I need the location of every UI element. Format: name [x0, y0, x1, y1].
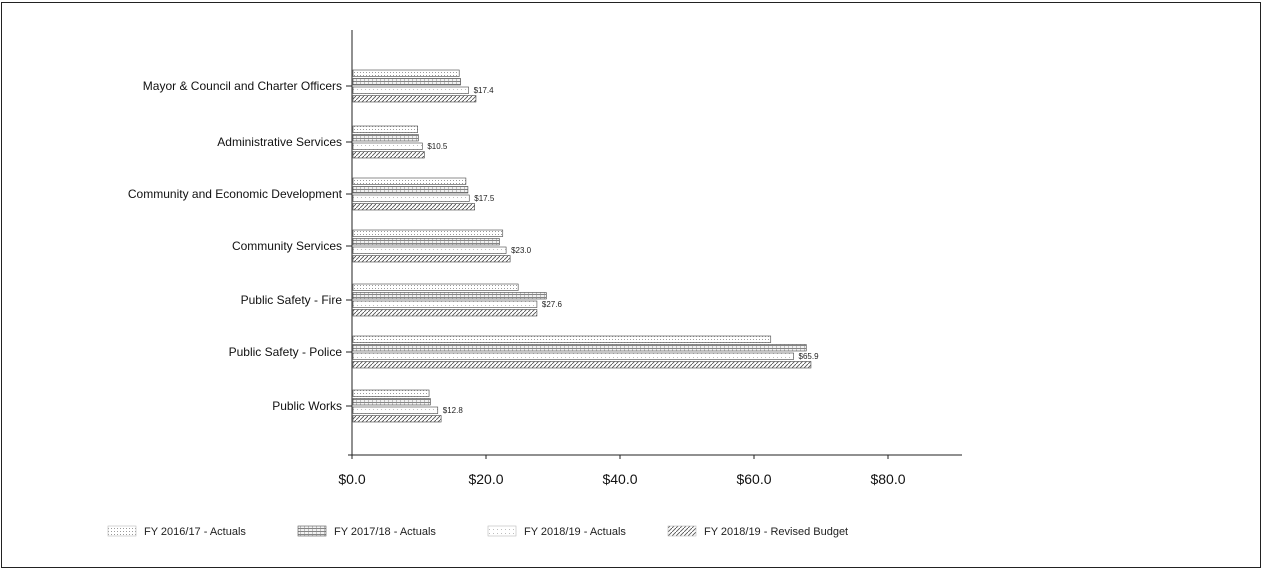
bar — [352, 406, 439, 414]
bar — [352, 292, 547, 300]
bar — [352, 151, 425, 159]
data-label: $17.5 — [474, 194, 495, 203]
bar — [352, 86, 469, 94]
bar — [352, 309, 538, 317]
legend-label: FY 2016/17 - Actuals — [144, 526, 246, 538]
bar — [352, 177, 467, 185]
category-label: Public Works — [272, 399, 342, 413]
category-label: Public Safety - Police — [229, 345, 343, 359]
category-label: Administrative Services — [217, 135, 342, 149]
legend: FY 2016/17 - Actuals FY 2017/18 - Actuals… — [107, 525, 848, 538]
x-tick-label: $80.0 — [870, 471, 905, 487]
category-label: Public Safety - Fire — [241, 293, 343, 307]
x-tick-label: $0.0 — [338, 471, 365, 487]
bar — [352, 246, 507, 254]
data-label: $65.9 — [799, 352, 820, 361]
data-label: $23.0 — [511, 246, 532, 255]
bar — [352, 398, 431, 406]
bar — [352, 125, 418, 133]
bar — [352, 344, 807, 352]
x-tick-label: $20.0 — [468, 471, 503, 487]
data-label: $27.6 — [542, 300, 563, 309]
bar — [352, 142, 423, 150]
legend-label: FY 2018/19 - Actuals — [524, 526, 626, 538]
data-label: $12.8 — [443, 406, 464, 415]
bar — [352, 238, 500, 246]
legend-label: FY 2017/18 - Actuals — [334, 526, 436, 538]
bar — [352, 186, 469, 194]
labels-layer: Mayor & Council and Charter Officers $17.… — [128, 79, 906, 487]
bar — [352, 361, 812, 369]
x-tick-label: $40.0 — [602, 471, 637, 487]
bar — [352, 95, 477, 103]
axes-layer — [348, 30, 962, 456]
bar — [352, 69, 460, 77]
x-tick-label: $60.0 — [736, 471, 771, 487]
bar — [352, 203, 475, 211]
legend-label: FY 2018/19 - Revised Budget — [704, 526, 848, 538]
bars-layer — [352, 69, 812, 423]
bar — [352, 194, 470, 202]
bar — [352, 78, 461, 86]
legend-swatch — [487, 525, 517, 537]
bar — [352, 335, 772, 343]
data-label: $10.5 — [427, 142, 448, 151]
bar — [352, 415, 442, 423]
bar — [352, 255, 511, 263]
category-label: Mayor & Council and Charter Officers — [143, 79, 342, 93]
category-label: Community Services — [232, 239, 342, 253]
category-label: Community and Economic Development — [128, 187, 343, 201]
bar — [352, 389, 430, 397]
bar — [352, 300, 538, 308]
legend-swatch — [297, 525, 327, 537]
data-label: $17.4 — [474, 86, 495, 95]
bar — [352, 134, 419, 142]
legend-swatch — [107, 525, 137, 537]
legend-swatch — [667, 525, 697, 537]
bar — [352, 229, 504, 237]
bar — [352, 283, 519, 291]
bar — [352, 352, 794, 360]
